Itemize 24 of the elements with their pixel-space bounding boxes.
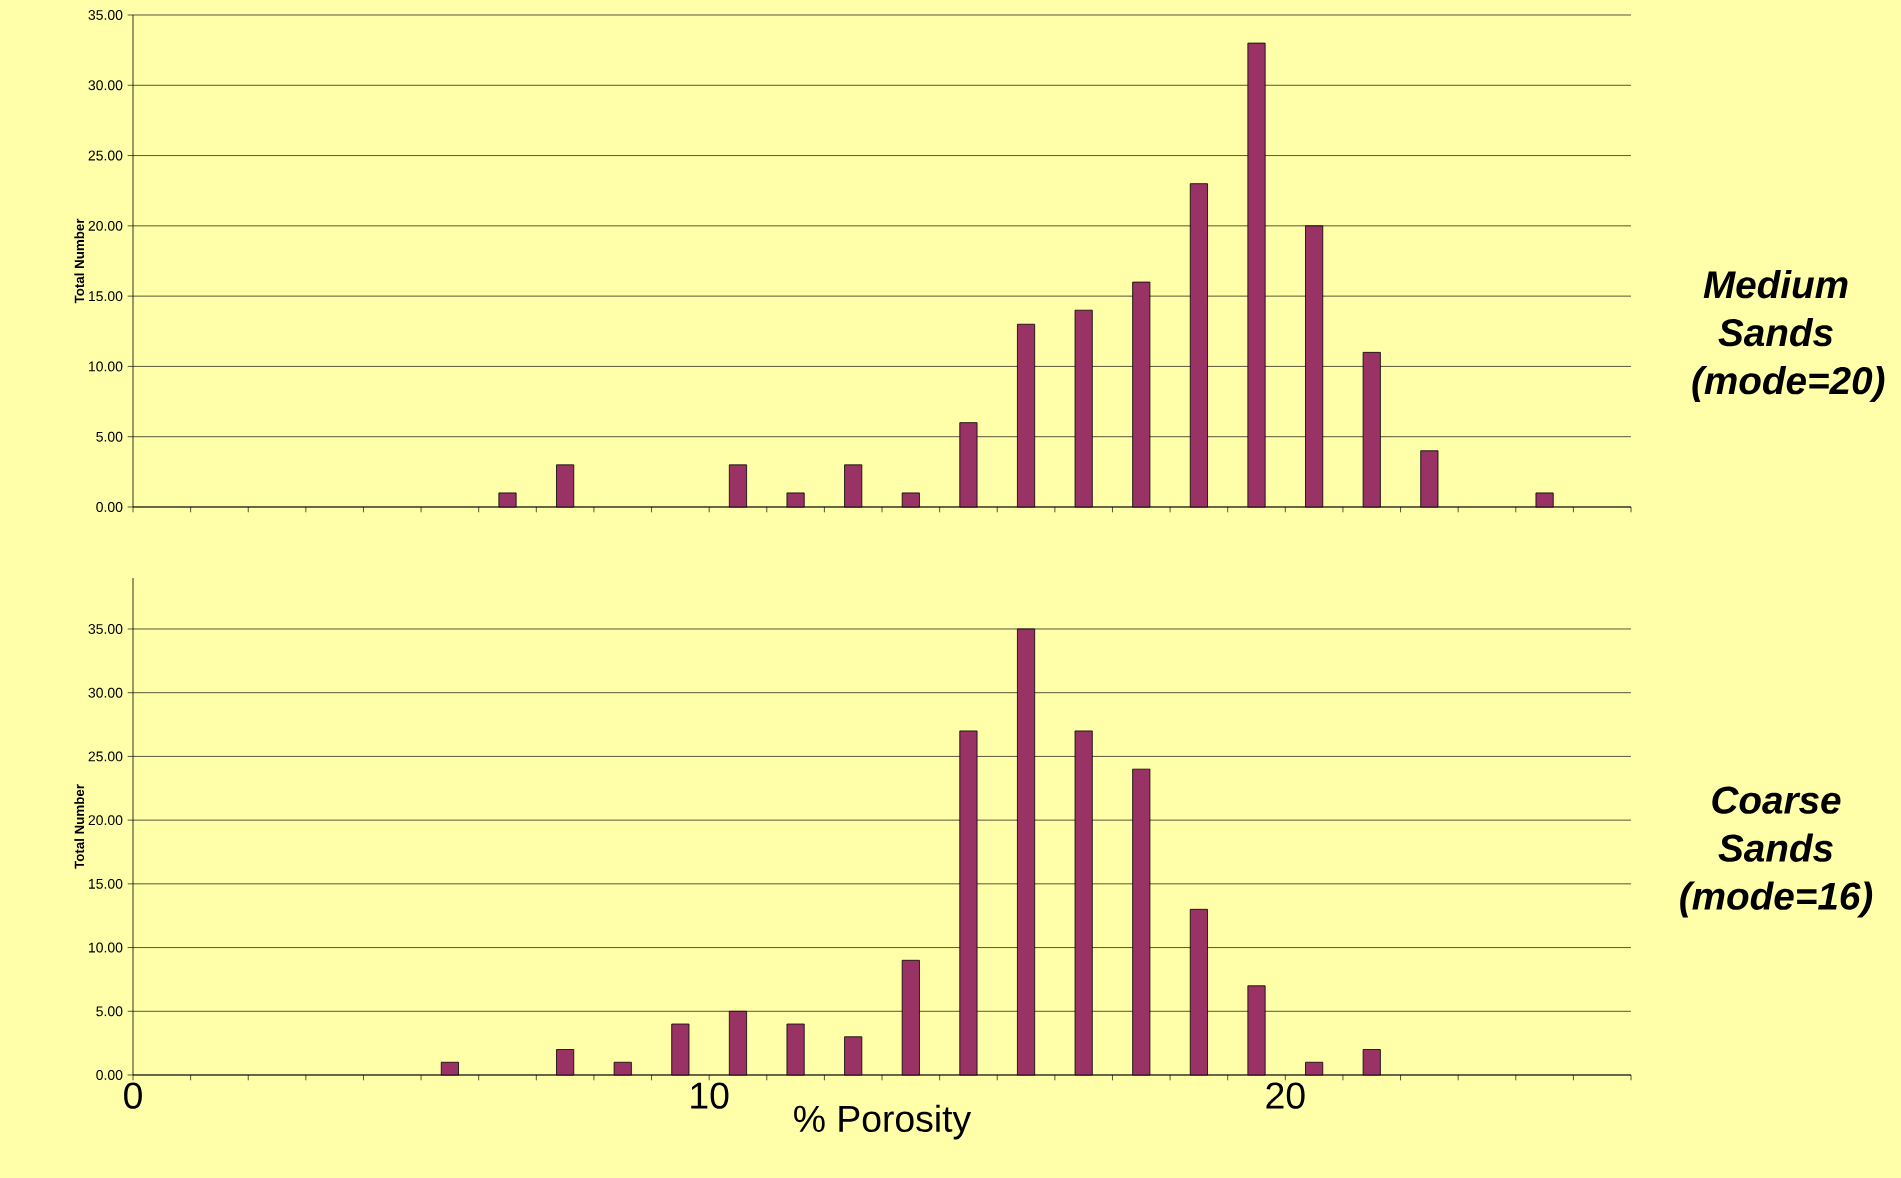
y-tick-label: 0.00 — [96, 502, 123, 512]
x-tick-label: 0 — [124, 1082, 142, 1109]
text: Coarse Sands (mode=16) — [1680, 786, 1873, 918]
x-axis-title: % Porosity — [794, 1104, 972, 1140]
y-tick-label: 25.00 — [88, 150, 123, 161]
y-tick-label: 30.00 — [88, 687, 123, 698]
x-tick-label: 10 — [691, 1082, 729, 1109]
y-tick-label: 10.00 — [88, 942, 123, 953]
y-tick-label: 5.00 — [96, 1006, 123, 1017]
y-tick-label: 25.00 — [88, 751, 123, 762]
y-tick-label: 10.00 — [88, 361, 123, 372]
y-tick-label: 0.00 — [96, 1070, 123, 1080]
y-tick-label: 20.00 — [88, 815, 123, 826]
y-tick-label: 35.00 — [88, 10, 123, 20]
y-tick-label: 5.00 — [96, 431, 123, 442]
y-tick-label: 35.00 — [88, 624, 123, 634]
y-axis-title: Total Number — [74, 218, 85, 304]
y-tick-label: 30.00 — [88, 80, 123, 91]
x-tick-label: 20 — [1266, 1082, 1305, 1109]
y-tick-label: 20.00 — [88, 220, 123, 231]
text: Medium Sands (mode=20) — [1692, 269, 1885, 403]
y-tick-label: 15.00 — [88, 878, 123, 889]
y-tick-label: 15.00 — [88, 291, 123, 302]
y-axis-title: Total Number — [74, 784, 85, 869]
